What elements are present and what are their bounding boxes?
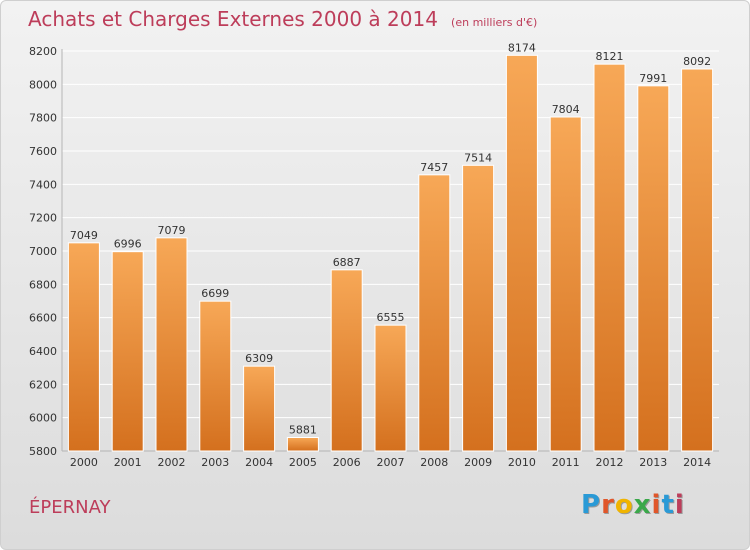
bar-group: 6699 2003: [199, 287, 232, 469]
data-label: 8174: [508, 41, 536, 54]
logo-letter: i: [651, 490, 662, 520]
bar-group: 6555 2007: [374, 311, 407, 469]
bar-group: 7049 2000: [67, 229, 100, 469]
data-label: 7804: [552, 103, 580, 116]
y-tick-label: 8000: [29, 78, 57, 91]
data-label: 6699: [201, 287, 229, 300]
x-tick-label: 2005: [289, 456, 317, 469]
y-tick-label: 6600: [29, 312, 57, 325]
bar: [286, 437, 319, 452]
x-tick-label: 2006: [333, 456, 361, 469]
logo-letter: r: [601, 490, 615, 520]
logo-letter: x: [633, 490, 652, 520]
x-tick-label: 2001: [114, 456, 142, 469]
bar-group: 7804 2011: [549, 103, 582, 469]
y-tick-label: 8200: [29, 45, 57, 58]
x-tick-label: 2004: [245, 456, 273, 469]
y-tick-label: 7000: [29, 245, 57, 258]
y-tick-label: 7400: [29, 178, 57, 191]
x-tick-label: 2013: [639, 456, 667, 469]
x-tick-label: 2003: [201, 456, 229, 469]
bar-group: 7079 2002: [155, 224, 188, 469]
data-label: 6555: [377, 311, 405, 324]
x-tick-label: 2014: [683, 456, 711, 469]
data-label: 7049: [70, 229, 98, 242]
data-label: 6309: [245, 352, 273, 365]
y-tick-label: 6400: [29, 345, 57, 358]
logo-letter: P: [581, 490, 602, 520]
x-tick-label: 2009: [464, 456, 492, 469]
bar-group: 8092 2014: [681, 55, 714, 469]
bar: [67, 242, 100, 452]
bar-group: 8121 2012: [593, 50, 626, 469]
y-tick-label: 7600: [29, 145, 57, 158]
x-tick-label: 2010: [508, 456, 536, 469]
logo-letter: i: [674, 490, 685, 520]
bar-group: 8174 2010: [505, 41, 538, 469]
data-label: 6887: [333, 256, 361, 269]
bar-group: 6309 2004: [243, 352, 276, 469]
chart-title-area: Achats et Charges Externes 2000 à 2014 (…: [28, 7, 537, 31]
data-label: 7457: [420, 161, 448, 174]
y-tick-label: 7800: [29, 112, 57, 125]
bar: [199, 300, 232, 452]
bar-group: 7514 2009: [462, 151, 495, 469]
x-tick-label: 2002: [158, 456, 186, 469]
bar: [374, 324, 407, 452]
bar: [681, 68, 714, 452]
data-label: 7991: [639, 72, 667, 85]
logo-letter: t: [661, 490, 675, 520]
bar: [549, 116, 582, 452]
y-tick-label: 5800: [29, 445, 57, 458]
x-tick-label: 2000: [70, 456, 98, 469]
bar-group: 7457 2008: [418, 161, 451, 469]
x-tick-label: 2012: [596, 456, 624, 469]
y-tick-label: 6800: [29, 278, 57, 291]
bar: [505, 54, 538, 452]
x-tick-label: 2007: [377, 456, 405, 469]
bar: [593, 63, 626, 452]
y-tick-label: 6200: [29, 378, 57, 391]
y-tick-label: 6000: [29, 412, 57, 425]
y-tick-label: 7200: [29, 212, 57, 225]
data-label: 6996: [114, 238, 142, 251]
data-label: 8121: [596, 50, 624, 63]
logo-letter: o: [614, 490, 634, 520]
bar: [155, 237, 188, 452]
bar-group: 5881 2005: [286, 424, 319, 469]
x-tick-label: 2011: [552, 456, 580, 469]
bar: [111, 251, 144, 452]
city-name: ÉPERNAY: [29, 497, 111, 518]
data-label: 5881: [289, 424, 317, 437]
proxiti-logo: Proxiti: [581, 490, 685, 520]
x-tick-label: 2008: [420, 456, 448, 469]
bar-group: 6996 2001: [111, 238, 144, 469]
chart-subtitle: (en milliers d'€): [451, 16, 538, 29]
bar-group: 7991 2013: [637, 72, 670, 469]
data-label: 7514: [464, 151, 492, 164]
bar: [462, 164, 495, 452]
bar: [637, 85, 670, 452]
bar: [243, 365, 276, 452]
data-label: 8092: [683, 55, 711, 68]
bar: [418, 174, 451, 452]
chart-title: Achats et Charges Externes 2000 à 2014: [28, 7, 438, 31]
data-label: 7079: [158, 224, 186, 237]
bar: [330, 269, 363, 452]
bar-group: 6887 2006: [330, 256, 363, 469]
